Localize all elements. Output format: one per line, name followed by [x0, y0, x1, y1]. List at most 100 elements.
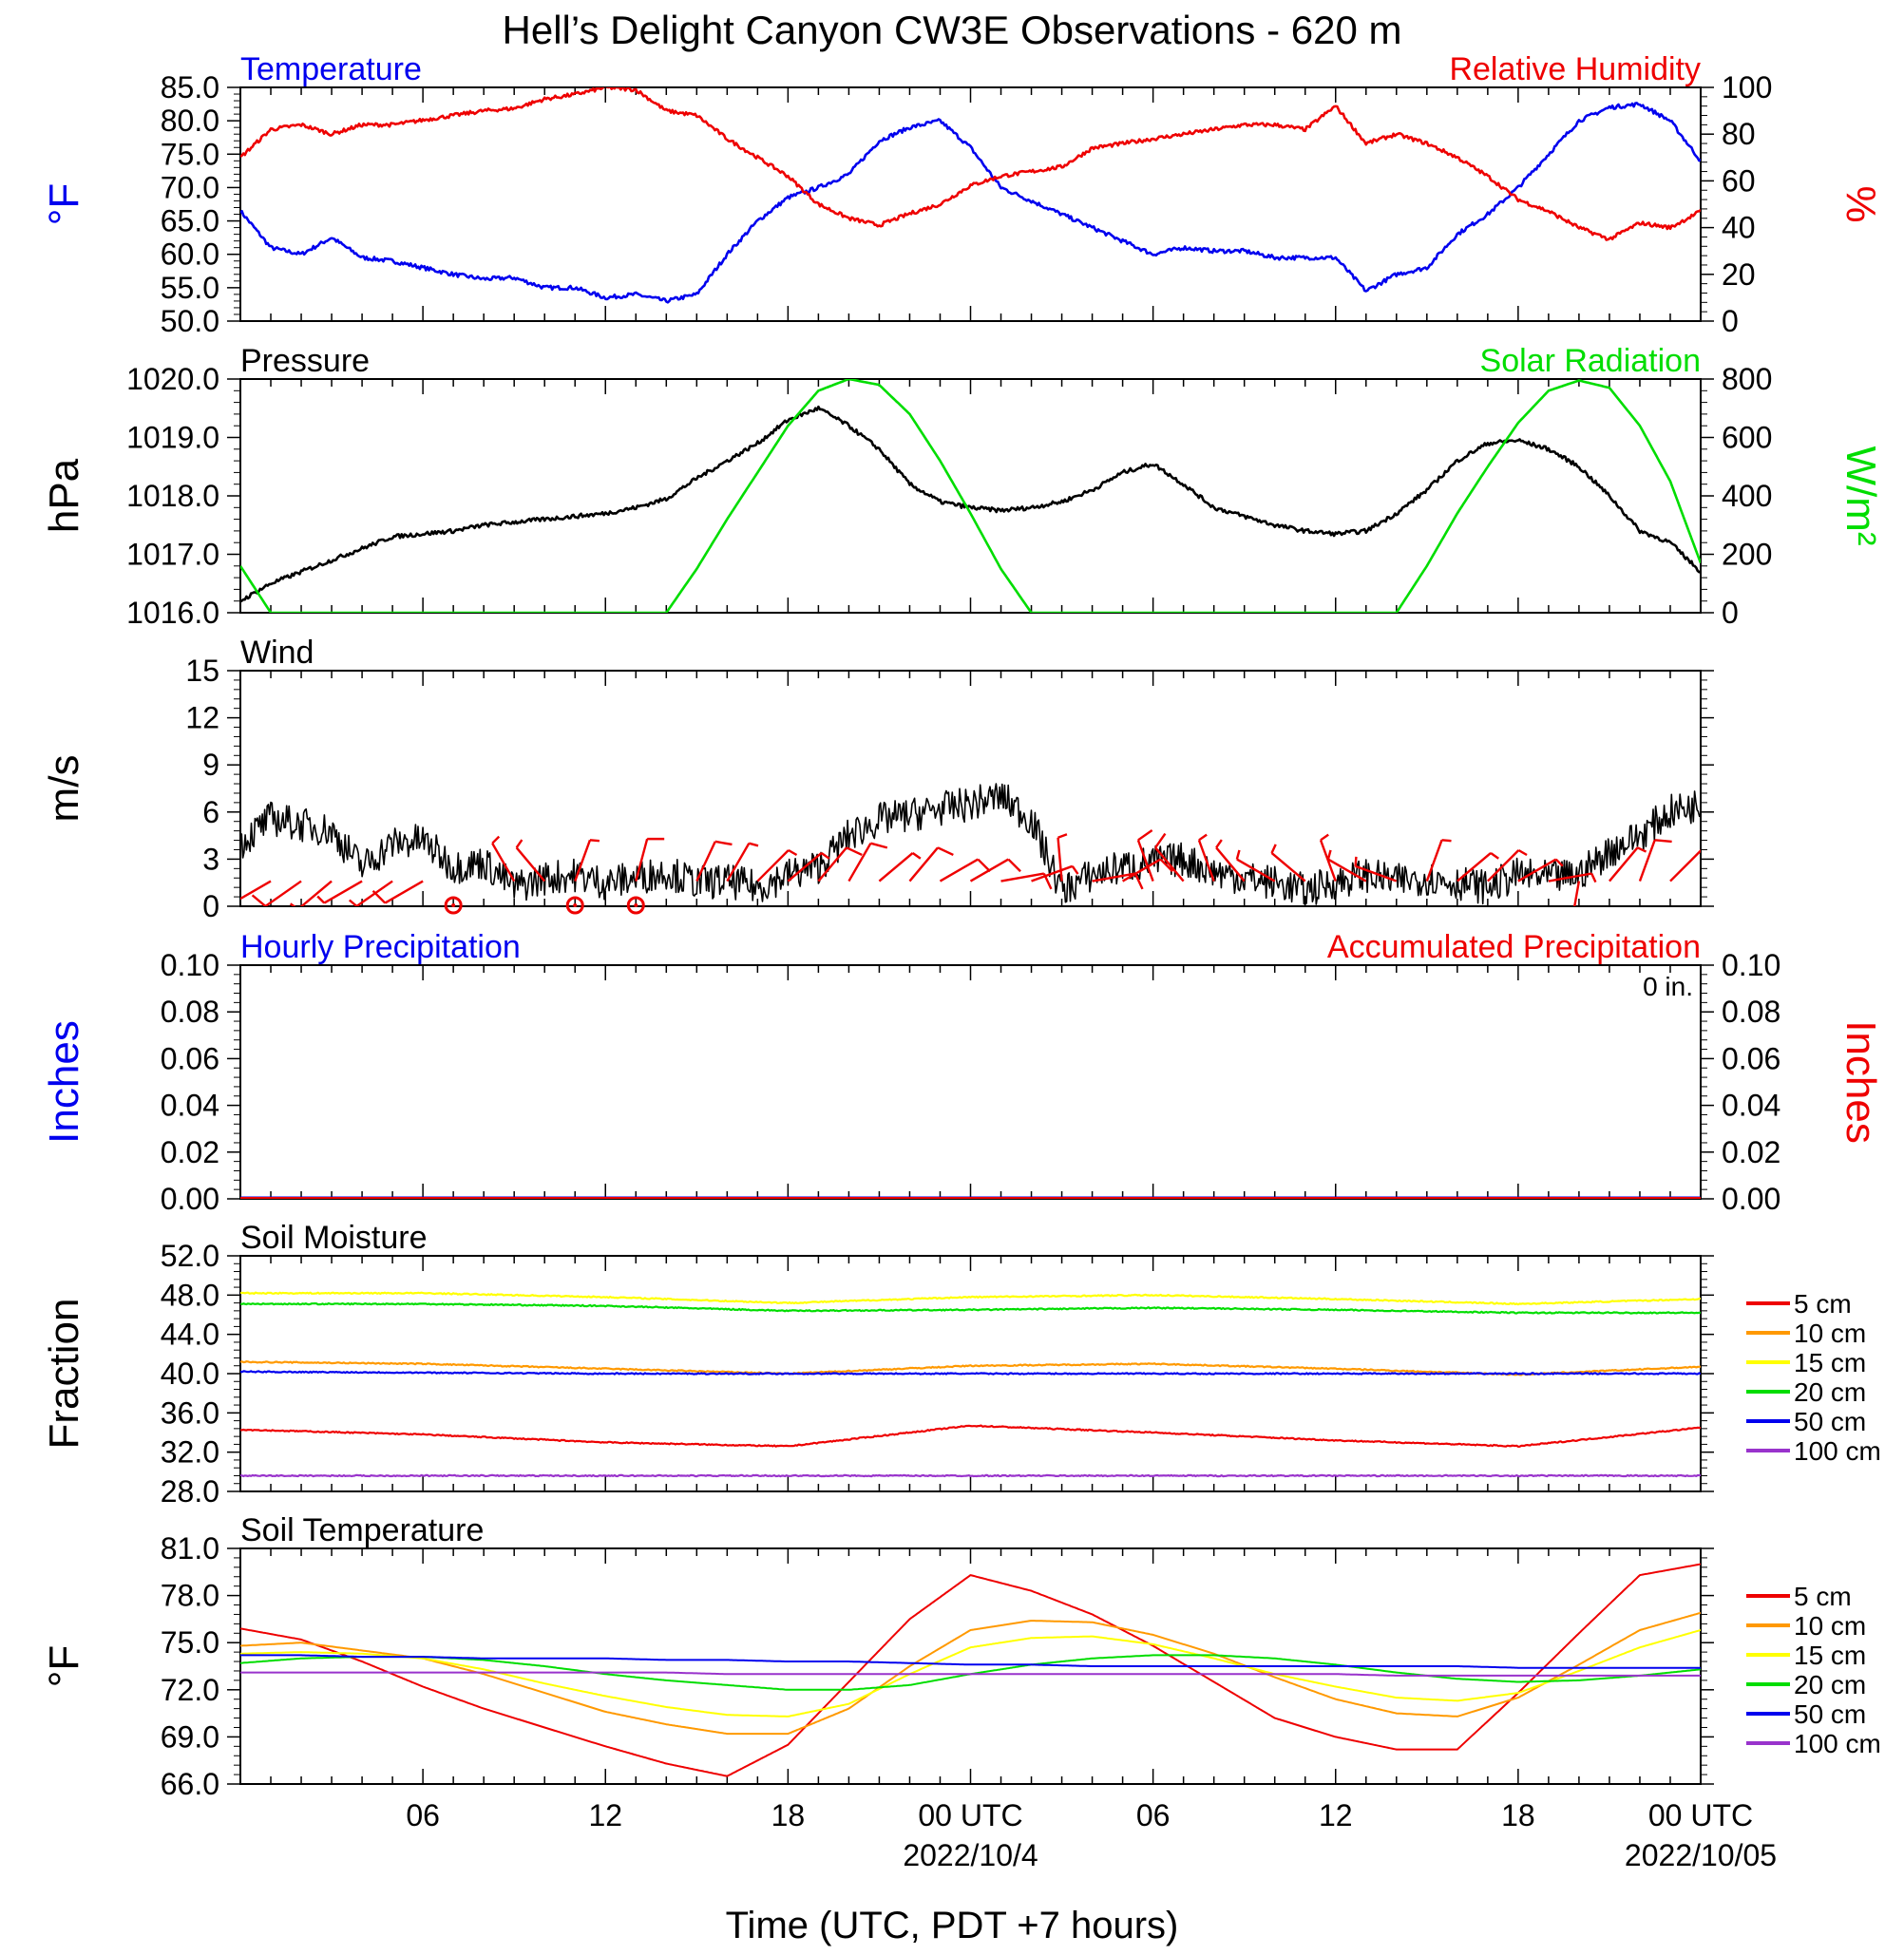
series-line-15-cm [240, 1629, 1701, 1718]
wind-barb-flag [348, 899, 358, 906]
y-tick-label-left: 78.0 [161, 1579, 219, 1613]
series-group [240, 1291, 1701, 1478]
y-tick-label-left: 32.0 [161, 1435, 219, 1470]
y-tick-label-right: 0.10 [1722, 948, 1780, 982]
wind-barb-flag [820, 851, 830, 860]
wind-barb-flag [289, 902, 296, 906]
wind-barb-flag [1490, 851, 1499, 860]
series-line-100-cm [240, 1671, 1701, 1677]
wind-barb-flag [714, 840, 733, 846]
y-tick-label-right: 60 [1722, 163, 1756, 198]
wind-barb-flag [1654, 839, 1672, 844]
y-tick-label-left: 81.0 [161, 1531, 219, 1566]
calm-wind-dot [451, 903, 456, 907]
wind-barb-flag [1700, 850, 1701, 852]
legend-label: 20 cm [1794, 1377, 1866, 1407]
y-tick-label-right: 0.04 [1722, 1089, 1780, 1123]
series-line-solar-radiation [240, 379, 1701, 613]
y-tick-label-left: 1016.0 [126, 596, 219, 630]
wind-barb-staff [515, 846, 546, 883]
wind-barb-flag [1354, 856, 1358, 866]
panel-title-left: Soil Temperature [240, 1512, 484, 1548]
wind-barb-staff [1487, 849, 1520, 883]
legend-label: 100 cm [1794, 1729, 1881, 1758]
y-tick-label-left: 75.0 [161, 1625, 219, 1660]
y-tick-label-right: 200 [1722, 538, 1772, 572]
x-tick-label: 00 UTC [1648, 1798, 1753, 1832]
y-axis-label-left: m/s [41, 755, 87, 823]
wind-barb-flag [491, 835, 501, 845]
wind-barb-flag [1326, 849, 1332, 860]
legend-label: 5 cm [1794, 1582, 1852, 1611]
wind-barb-flag [788, 848, 798, 857]
wind-barb-staff [1355, 864, 1398, 883]
y-tick-label-left: 12 [185, 701, 219, 735]
series-line-15-cm [240, 1291, 1701, 1306]
wind-barb-staff [299, 880, 333, 906]
wind-barb-staff [1669, 849, 1701, 883]
y-tick-label-left: 80.0 [161, 104, 219, 138]
wind-barb-staff [726, 843, 751, 883]
wind-barb-staff [908, 846, 939, 883]
wind-barb-staff [1609, 846, 1639, 883]
wind-barb-flag [1057, 833, 1068, 839]
y-tick-label-right: 40 [1722, 211, 1756, 245]
x-tick-label: 06 [1136, 1798, 1171, 1832]
y-tick-label-left: 0.06 [161, 1041, 219, 1075]
panel-title-left: Temperature [240, 51, 422, 87]
wind-barb-flag [846, 846, 863, 857]
panel-title-left: Wind [240, 635, 314, 671]
y-tick-label-left: 72.0 [161, 1673, 219, 1707]
wind-barb-staff [1638, 839, 1656, 882]
precip-annotation: 0 in. [1643, 972, 1693, 1001]
x-tick-label: 18 [771, 1798, 806, 1832]
y-tick-label-right: 0 [1722, 304, 1739, 338]
wind-barb-staff [240, 880, 272, 901]
wind-barb-flag [1441, 839, 1452, 843]
x-tick-label: 06 [406, 1798, 440, 1832]
legend-label: 10 cm [1794, 1611, 1866, 1641]
wind-barb-staff [1000, 872, 1045, 883]
y-axis-label-left: hPa [41, 458, 87, 533]
wind-barb-staff [939, 858, 979, 883]
y-tick-label-left: 15 [185, 654, 219, 688]
y-tick-label-left: 28.0 [161, 1474, 219, 1509]
x-date-label: 2022/10/05 [1625, 1838, 1777, 1872]
panel-soil_moisture: 28.0 32.0 36.0 40.0 44.0 48.0 52.0 Soil Moistur… [41, 1220, 1881, 1509]
plot-frame [239, 86, 1702, 322]
panel-title-right: Relative Humidity [1449, 51, 1701, 87]
wind-barb-staff [1215, 846, 1246, 883]
wind-barb-flag [1215, 839, 1223, 848]
wind-barb-staff [787, 852, 823, 883]
y-tick-label-left: 1017.0 [126, 538, 219, 572]
calm-wind-circle [444, 896, 463, 915]
calm-wind-dot [634, 903, 638, 907]
wind-barb-flag [1235, 849, 1241, 860]
wind-barb-staff [1092, 872, 1136, 883]
wind-barb-flag [226, 896, 233, 902]
y-tick-label-left: 75.0 [161, 137, 219, 171]
wind-barb-staff [1122, 858, 1162, 883]
wind-barb-flag [1562, 924, 1571, 925]
wind-barb-flag [937, 846, 954, 857]
wind-barb-flag [1133, 873, 1144, 890]
panel-temp_rh: 50.055.060.065.070.075.080.085.0 0 20 40 60 8… [41, 51, 1884, 338]
wind-barb-flag [1517, 848, 1528, 857]
plot-frame [239, 964, 1702, 1200]
wind-barb-staff [323, 880, 363, 904]
wind-barb-flag [251, 894, 267, 906]
x-tick-label: 12 [1319, 1798, 1353, 1832]
y-tick-label-left: 40.0 [161, 1357, 219, 1391]
series-line-pressure [240, 405, 1701, 603]
wind-barb-flag [1590, 873, 1597, 883]
series-group [240, 1563, 1701, 1777]
wind-barb-staff [1031, 864, 1074, 883]
y-tick-label-right: 0.08 [1722, 995, 1780, 1029]
y-tick-label-left: 70.0 [161, 170, 219, 204]
y-tick-label-left: 85.0 [161, 70, 219, 104]
legend-label: 5 cm [1794, 1289, 1852, 1319]
x-axis-label: Time (UTC, PDT +7 hours) [726, 1905, 1179, 1946]
wind-barb-flag [371, 889, 387, 904]
wind-barb-staff [635, 838, 649, 882]
